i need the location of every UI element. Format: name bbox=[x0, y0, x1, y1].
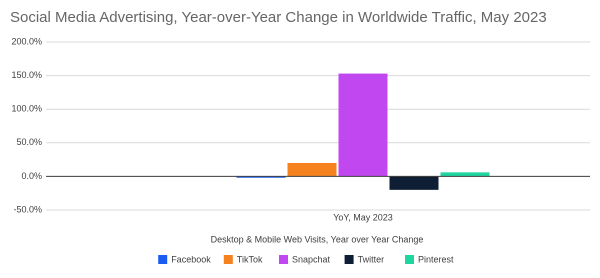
legend-label: Twitter bbox=[358, 254, 385, 264]
x-axis-title: Desktop & Mobile Web Visits, Year over Y… bbox=[211, 234, 424, 244]
y-tick-label: 100.0% bbox=[11, 104, 42, 114]
bar bbox=[287, 162, 337, 177]
legend-label: Facebook bbox=[171, 254, 211, 264]
y-tick-label: 150.0% bbox=[11, 70, 42, 80]
legend-swatch bbox=[344, 255, 354, 264]
bar bbox=[236, 176, 286, 178]
legend-label: Snapchat bbox=[292, 254, 331, 264]
y-tick-label: 0.0% bbox=[21, 171, 42, 181]
x-tick-label: YoY, May 2023 bbox=[333, 212, 393, 222]
y-tick-label: -50.0% bbox=[13, 204, 42, 214]
legend-swatch bbox=[279, 255, 288, 264]
y-tick-label: 200.0% bbox=[11, 36, 42, 46]
legend-swatch bbox=[223, 255, 233, 264]
bar bbox=[389, 176, 439, 190]
legend-swatch bbox=[405, 255, 414, 264]
legend-swatch bbox=[158, 255, 168, 264]
legend-label: TikTok bbox=[237, 254, 263, 264]
bar bbox=[338, 73, 388, 177]
chart-title: Social Media Advertising, Year-over-Year… bbox=[10, 9, 547, 26]
legend-label: Pinterest bbox=[418, 254, 454, 264]
y-tick-label: 50.0% bbox=[16, 137, 42, 147]
bar bbox=[440, 172, 490, 177]
